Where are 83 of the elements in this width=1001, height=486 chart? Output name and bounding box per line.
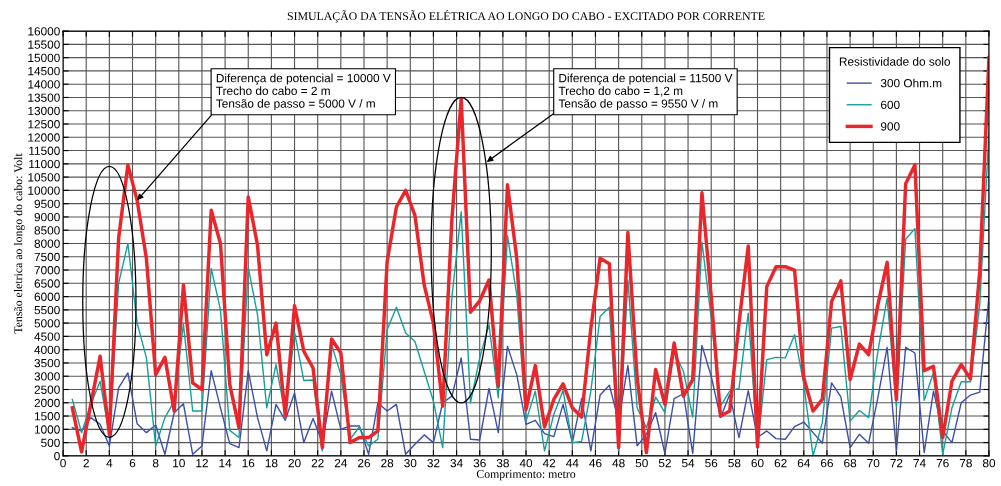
y-tick-label: 16000 — [28, 27, 60, 36]
y-tick-label: 1500 — [34, 412, 60, 421]
y-tick-label: 7000 — [34, 266, 60, 275]
x-tick-label: 48 — [612, 458, 625, 468]
x-tick-label: 34 — [450, 458, 463, 468]
y-tick-label: 3500 — [34, 358, 60, 368]
y-tick-label: 4000 — [34, 345, 60, 355]
y-tick-label: 2000 — [34, 398, 60, 408]
y-tick-label: 13500 — [28, 93, 60, 102]
x-tick-label: 24 — [334, 458, 348, 468]
y-tick-label: 6000 — [34, 292, 60, 301]
x-axis-title: Comprimento: metro — [476, 470, 576, 481]
x-tick-label: 44 — [566, 459, 579, 468]
y-tick-label: 10000 — [28, 186, 60, 195]
annotation: Diferença de potencial = 10000 V Trecho do cabo = 2 m Tensão de passo = 5000 V / m — [216, 73, 391, 111]
y-tick-label: 0 — [54, 451, 60, 461]
x-tick-label: 10 — [173, 458, 185, 468]
y-tick-label: 4500 — [34, 332, 60, 341]
x-tick-label: 62 — [774, 458, 787, 468]
y-tick-label: 500 — [41, 438, 60, 447]
x-tick-label: 72 — [890, 458, 903, 468]
y-tick-label: 8000 — [34, 239, 60, 248]
y-tick-label: 14500 — [28, 66, 60, 76]
x-tick-label: 42 — [542, 458, 556, 468]
legend-title: Resistividade do solo — [839, 57, 950, 66]
y-tick-label: 9500 — [34, 199, 60, 209]
y-tick-label: 3000 — [34, 372, 60, 381]
x-tick-label: 70 — [867, 458, 880, 468]
x-tick-label: 50 — [635, 458, 648, 468]
y-tick-label: 5500 — [34, 305, 60, 315]
x-tick-label: 30 — [404, 458, 417, 468]
line-series — [70, 55, 989, 455]
x-tick-label: 18 — [265, 458, 278, 468]
x-tick-label: 6 — [129, 458, 136, 468]
x-tick-label: 78 — [959, 458, 972, 468]
x-tick-label: 58 — [728, 458, 741, 468]
y-tick-label: 12500 — [28, 120, 60, 129]
x-tick-label: 32 — [427, 458, 440, 468]
x-tick-label: 52 — [658, 458, 671, 468]
x-tick-label: 20 — [288, 458, 301, 468]
y-tick-label: 10500 — [28, 173, 60, 182]
y-tick-label: 6500 — [34, 279, 60, 288]
x-tick-label: 4 — [106, 459, 113, 468]
x-tick-label: 66 — [820, 458, 833, 468]
chart-title: SIMULAÇÃO DA TENSÃO ELÉTRICA AO LONGO DO CABO - EXCITADO POR CORRENTE — [287, 9, 765, 23]
x-tick-label: 38 — [496, 458, 509, 468]
x-tick-label: 74 — [913, 459, 926, 468]
annotation: Diferença de potencial = 11500 V Trecho do cabo = 1,2 m Tensão de passo = 9550 V / m — [558, 73, 733, 111]
x-tick-label: 16 — [242, 458, 255, 468]
x-tick-label: 22 — [311, 458, 324, 468]
y-axis-title: Tensão eletrica ao longo do cabo: Volt — [13, 153, 25, 334]
x-tick-label: 2 — [83, 458, 89, 468]
y-tick-label: 1000 — [34, 425, 60, 434]
x-tick-label: 46 — [589, 458, 602, 468]
x-tick-label: 56 — [705, 458, 718, 468]
x-tick-label: 64 — [797, 458, 811, 468]
y-tick-label: 15500 — [28, 40, 60, 49]
x-tick-label: 26 — [358, 458, 371, 468]
y-tick-label: 11500 — [29, 146, 60, 155]
legend-label: 900 — [880, 122, 900, 131]
y-tick-label: 12000 — [28, 133, 60, 142]
legend-label: 300 Ohm.m — [880, 78, 942, 88]
x-tick-label: 76 — [936, 458, 949, 468]
x-tick-label: 12 — [196, 458, 208, 468]
x-tick-label: 40 — [519, 458, 533, 468]
y-tick-label: 14000 — [28, 80, 60, 89]
y-tick-label: 9000 — [34, 212, 60, 222]
y-tick-label: 7500 — [34, 252, 60, 262]
y-tick-label: 5000 — [34, 319, 60, 328]
x-tick-label: 14 — [219, 459, 232, 468]
y-tick-label: 8500 — [34, 226, 60, 235]
x-tick-label: 36 — [473, 458, 486, 468]
y-tick-label: 11000 — [29, 159, 60, 169]
x-tick-label: 68 — [844, 458, 857, 468]
x-tick-label: 28 — [381, 458, 394, 468]
y-tick-label: 2500 — [34, 385, 60, 394]
x-tick-label: 80 — [982, 458, 996, 468]
legend-label: 600 — [881, 100, 900, 109]
y-tick-label: 13000 — [28, 106, 60, 116]
x-tick-label: 8 — [152, 458, 159, 468]
y-tick-label: 15000 — [28, 53, 60, 63]
x-tick-label: 54 — [681, 459, 695, 468]
x-tick-label: 60 — [751, 458, 764, 468]
